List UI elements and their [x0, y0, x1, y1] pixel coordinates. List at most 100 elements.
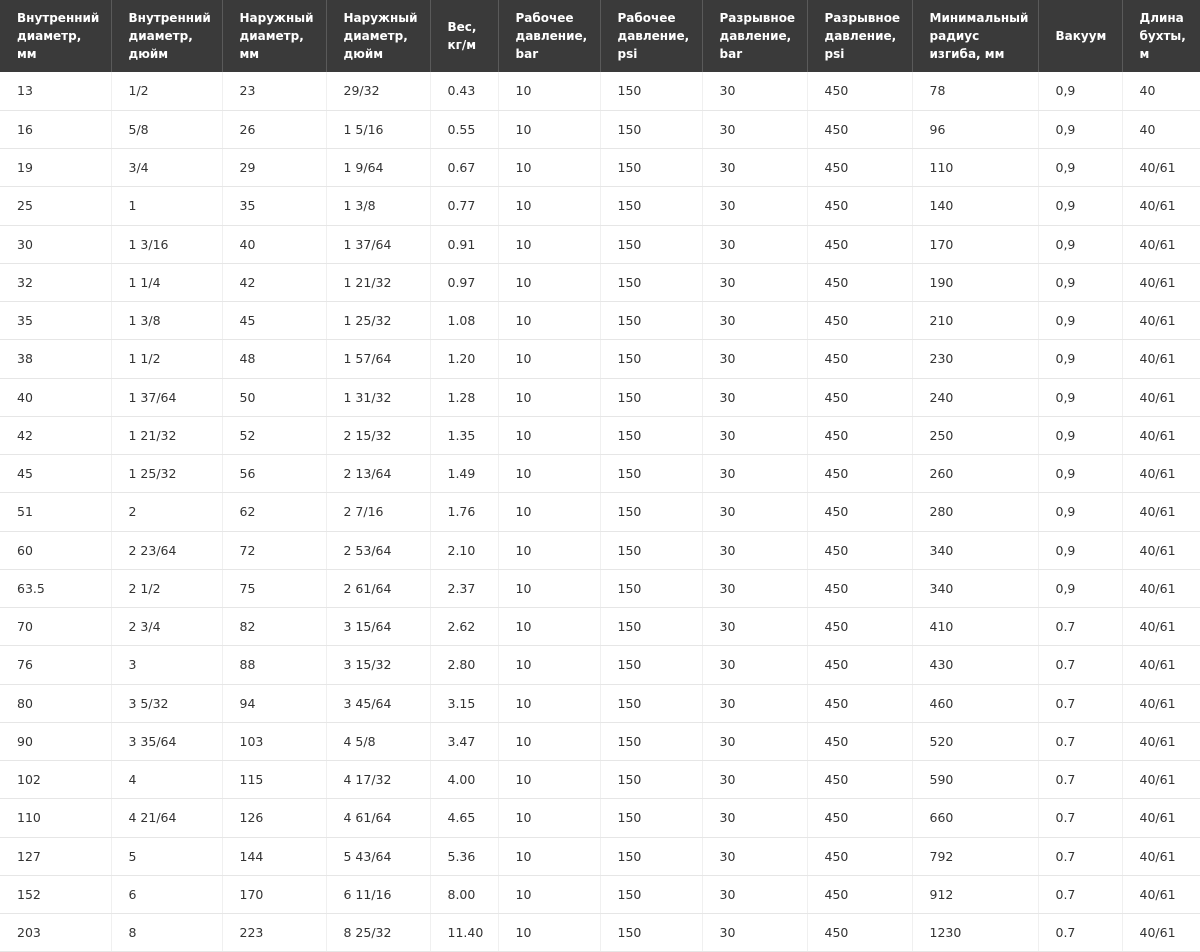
- cell: 30: [702, 454, 808, 494]
- cell: 150: [600, 645, 703, 685]
- cell: 1 37/64: [111, 378, 223, 417]
- cell: 19: [0, 148, 112, 188]
- cell: 0.91: [430, 225, 499, 264]
- cell: 230: [912, 339, 1039, 379]
- table-row: 30 1 3/16 40 1 37/64 0.91 10 150 30 450 170 0,9 40/…: [0, 225, 1200, 264]
- cell: 80: [0, 684, 112, 723]
- cell: 40/61: [1122, 531, 1200, 570]
- cell: 40/61: [1122, 760, 1200, 800]
- table-row: 25 1 35 1 3/8 0.77 10 150 30 450 140 0,9 40/61: [0, 186, 1200, 226]
- cell: 0.7: [1038, 760, 1123, 800]
- cell: 203: [0, 913, 112, 952]
- cell: 8 25/32: [326, 913, 431, 952]
- table-row: 42 1 21/32 52 2 15/32 1.35 10 150 30 450 250 0,9 40…: [0, 416, 1200, 456]
- table-row: 203 8 223 8 25/32 11.40 10 150 30 450 1230 0.7 40/6…: [0, 913, 1200, 952]
- cell: 450: [807, 72, 913, 111]
- cell: 150: [600, 263, 703, 303]
- cell: 150: [600, 72, 703, 111]
- cell: 30: [702, 875, 808, 915]
- cell: 0,9: [1038, 225, 1123, 264]
- table-row: 35 1 3/8 45 1 25/32 1.08 10 150 30 450 210 0,9 40/6…: [0, 301, 1200, 341]
- cell: 30: [702, 607, 808, 647]
- cell: 4 17/32: [326, 760, 431, 800]
- cell: 1 25/32: [111, 454, 223, 494]
- cell: 75: [222, 569, 327, 609]
- cell: 4.00: [430, 760, 499, 800]
- cell: 460: [912, 684, 1039, 723]
- cell: 150: [600, 339, 703, 379]
- cell: 450: [807, 454, 913, 494]
- cell: 1 21/32: [326, 263, 431, 303]
- table-row: 90 3 35/64 103 4 5/8 3.47 10 150 30 450 520 0.7 40/…: [0, 722, 1200, 762]
- cell: 1 5/16: [326, 110, 431, 150]
- cell: 150: [600, 607, 703, 647]
- table-row: 51 2 62 2 7/16 1.76 10 150 30 450 280 0,9 40/61: [0, 492, 1200, 532]
- cell: 40/61: [1122, 492, 1200, 532]
- table-row: 60 2 23/64 72 2 53/64 2.10 10 150 30 450 340 0,9 40…: [0, 531, 1200, 570]
- cell: 127: [0, 837, 112, 876]
- cell: 26: [222, 110, 327, 150]
- cell: 150: [600, 110, 703, 150]
- cell: 90: [0, 722, 112, 762]
- table-row: 16 5/8 26 1 5/16 0.55 10 150 30 450 96 0,9 40: [0, 110, 1200, 150]
- cell: 590: [912, 760, 1039, 800]
- cell: 10: [498, 760, 601, 800]
- cell: 450: [807, 875, 913, 915]
- cell: 150: [600, 875, 703, 915]
- cell: 0,9: [1038, 148, 1123, 188]
- cell: 2 61/64: [326, 569, 431, 609]
- cell: 0.7: [1038, 645, 1123, 685]
- cell: 23: [222, 72, 327, 111]
- cell: 10: [498, 110, 601, 150]
- cell: 30: [702, 913, 808, 952]
- cell: 1 3/8: [111, 301, 223, 341]
- cell: 450: [807, 148, 913, 188]
- header-cell: Наружный диаметр, мм: [222, 0, 327, 72]
- cell: 45: [0, 454, 112, 494]
- cell: 1.76: [430, 492, 499, 532]
- cell: 450: [807, 186, 913, 226]
- cell: 10: [498, 837, 601, 876]
- cell: 190: [912, 263, 1039, 303]
- cell: 8: [111, 913, 223, 952]
- cell: 10: [498, 186, 601, 226]
- cell: 30: [702, 798, 808, 838]
- cell: 51: [0, 492, 112, 532]
- cell: 450: [807, 913, 913, 952]
- cell: 170: [912, 225, 1039, 264]
- cell: 115: [222, 760, 327, 800]
- cell: 40: [1122, 110, 1200, 150]
- cell: 40/61: [1122, 607, 1200, 647]
- cell: 6 11/16: [326, 875, 431, 915]
- cell: 2.37: [430, 569, 499, 609]
- cell: 10: [498, 875, 601, 915]
- cell: 150: [600, 225, 703, 264]
- cell: 450: [807, 684, 913, 723]
- cell: 126: [222, 798, 327, 838]
- cell: 96: [912, 110, 1039, 150]
- cell: 10: [498, 569, 601, 609]
- cell: 0.7: [1038, 722, 1123, 762]
- cell: 40/61: [1122, 913, 1200, 952]
- cell: 72: [222, 531, 327, 570]
- cell: 3 15/32: [326, 645, 431, 685]
- cell: 0.7: [1038, 913, 1123, 952]
- cell: 150: [600, 454, 703, 494]
- cell: 450: [807, 301, 913, 341]
- cell: 40/61: [1122, 645, 1200, 685]
- header-cell: Рабочее давление, psi: [600, 0, 703, 72]
- cell: 3.47: [430, 722, 499, 762]
- cell: 30: [702, 263, 808, 303]
- cell: 40/61: [1122, 454, 1200, 494]
- cell: 30: [702, 645, 808, 685]
- cell: 1 57/64: [326, 339, 431, 379]
- cell: 2 3/4: [111, 607, 223, 647]
- cell: 40/61: [1122, 263, 1200, 303]
- cell: 0.7: [1038, 875, 1123, 915]
- cell: 150: [600, 492, 703, 532]
- cell: 0.67: [430, 148, 499, 188]
- cell: 150: [600, 148, 703, 188]
- header-cell: Минимальный радиус изгиба, мм: [912, 0, 1039, 72]
- cell: 0,9: [1038, 492, 1123, 532]
